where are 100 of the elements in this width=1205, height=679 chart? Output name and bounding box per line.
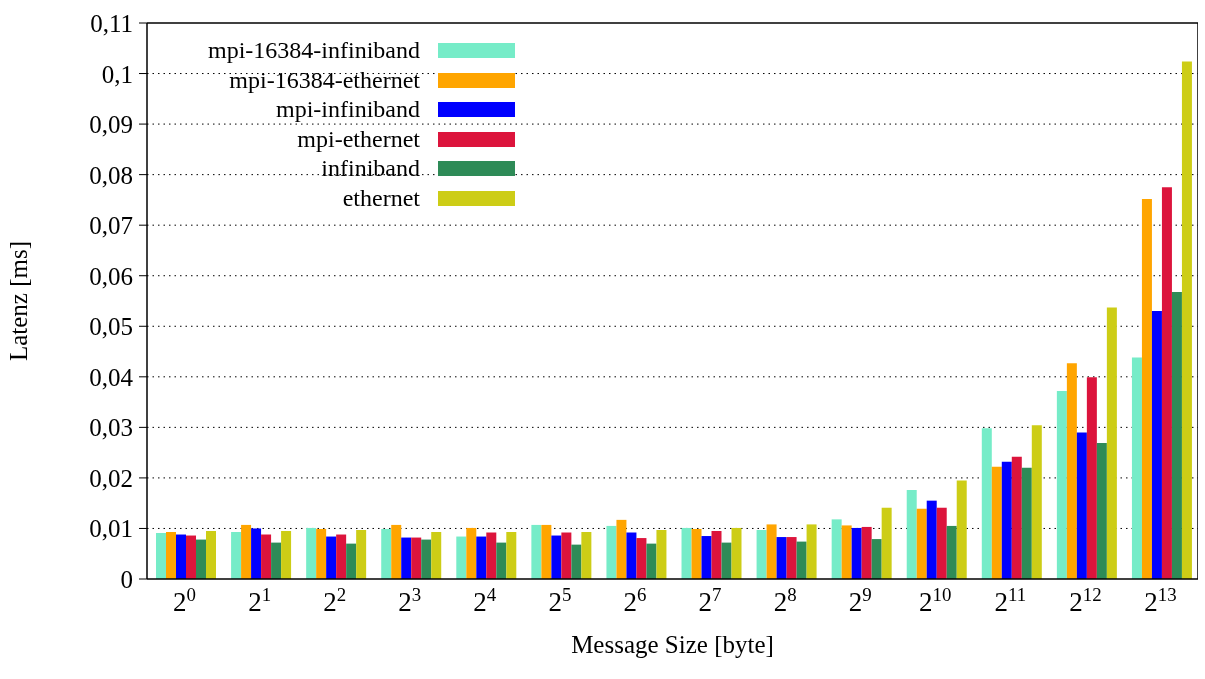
bar <box>626 532 637 579</box>
bar <box>581 531 592 579</box>
bar <box>316 528 327 579</box>
bar <box>806 524 817 579</box>
bar <box>1151 311 1162 579</box>
bar <box>731 527 742 579</box>
x-tick-label: 2$^{0}$ <box>173 583 197 617</box>
x-tick-label: 2$^{11}$ <box>994 583 1027 617</box>
bar <box>916 508 927 579</box>
bar <box>231 531 242 579</box>
x-axis-title: Message Size [byte] <box>571 631 774 658</box>
y-tick-label: 0,03 <box>89 414 133 442</box>
bar <box>186 535 197 579</box>
bar <box>346 543 357 579</box>
y-tick-label: 0,06 <box>89 262 133 290</box>
bar <box>176 534 187 579</box>
bar <box>466 527 477 579</box>
bar <box>841 525 852 579</box>
bar <box>551 535 562 579</box>
bar <box>616 519 627 579</box>
bar <box>1131 357 1142 579</box>
bar <box>956 480 967 579</box>
x-tick-label: 2$^{5}$ <box>548 583 572 617</box>
bar <box>1106 307 1117 579</box>
bar <box>831 519 842 579</box>
bar <box>1066 363 1077 579</box>
x-tick-label: 2$^{8}$ <box>773 583 797 617</box>
y-tick-label: 0,1 <box>101 60 133 88</box>
y-tick-label: 0,07 <box>89 212 133 240</box>
bar <box>681 527 692 579</box>
bar <box>636 538 647 579</box>
bar <box>981 428 992 579</box>
bar <box>486 532 497 579</box>
x-tick-label: 2$^{6}$ <box>623 583 647 617</box>
bar <box>656 529 667 579</box>
y-tick-label: 0,02 <box>89 464 133 492</box>
bar <box>691 528 702 579</box>
bar <box>646 543 657 579</box>
bar <box>786 537 797 579</box>
bar <box>861 526 872 579</box>
y-axis-title: Latenz [ms] <box>4 240 32 362</box>
legend-label: mpi-16384-infiniband <box>208 36 420 65</box>
bar <box>1161 187 1172 579</box>
bar <box>936 507 947 579</box>
bar <box>381 528 392 579</box>
bar <box>206 530 217 579</box>
bar <box>1076 432 1087 579</box>
bar <box>1171 291 1182 579</box>
bar <box>991 466 1002 579</box>
bar <box>701 536 712 579</box>
x-tick-label: 2$^{9}$ <box>848 583 872 617</box>
x-tick-label: 2$^{13}$ <box>1144 583 1177 617</box>
bar <box>281 530 292 579</box>
bar <box>421 539 432 579</box>
bar <box>336 534 347 579</box>
bar <box>401 537 412 579</box>
bar <box>711 530 722 579</box>
bar <box>196 539 207 579</box>
bar <box>531 524 542 579</box>
bar <box>476 536 487 579</box>
bar <box>391 524 402 579</box>
y-tick-label: 0,11 <box>90 10 133 37</box>
bar <box>1141 198 1152 579</box>
bar <box>606 525 617 579</box>
bar <box>356 529 367 579</box>
bar <box>906 490 917 579</box>
bar <box>541 524 552 579</box>
bar <box>571 544 582 579</box>
y-tick-label: 0,08 <box>89 161 133 189</box>
x-tick-label: 2$^{7}$ <box>698 583 722 617</box>
legend-label: ethernet <box>342 183 420 213</box>
y-tick-label: 0,05 <box>89 313 133 341</box>
bar <box>241 524 252 579</box>
bar <box>1056 390 1067 579</box>
bar <box>496 542 507 579</box>
bar <box>1096 443 1107 579</box>
y-tick-label: 0,01 <box>89 515 133 543</box>
legend-label: infiniband <box>321 154 420 183</box>
bar <box>261 534 272 579</box>
bar <box>306 527 317 579</box>
bar <box>766 524 777 579</box>
x-tick-label: 2$^{12}$ <box>1069 583 1102 617</box>
bar <box>1181 61 1192 579</box>
bar <box>166 531 177 579</box>
bar <box>1011 456 1022 579</box>
bar <box>881 507 892 579</box>
bar <box>721 542 732 579</box>
x-tick-label: 2$^{1}$ <box>248 583 272 617</box>
bar <box>411 537 422 579</box>
bar <box>1086 377 1097 579</box>
bar <box>1001 461 1012 579</box>
x-tick-label: 2$^{10}$ <box>919 583 952 617</box>
bar <box>1031 425 1042 579</box>
bar <box>756 529 767 579</box>
bar <box>156 533 167 579</box>
bar <box>926 500 937 579</box>
bar <box>456 536 467 579</box>
bar <box>506 531 517 579</box>
bar <box>271 542 282 579</box>
bar <box>561 532 572 579</box>
